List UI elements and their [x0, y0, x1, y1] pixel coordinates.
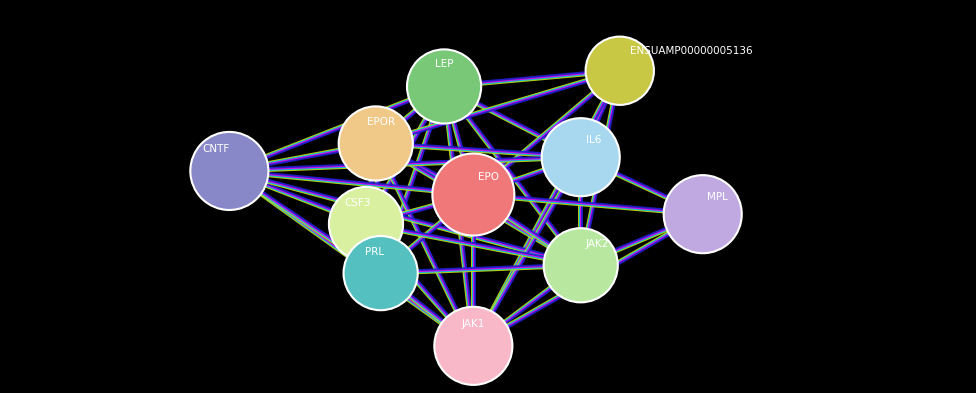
Text: MPL: MPL	[707, 192, 727, 202]
Ellipse shape	[664, 175, 742, 253]
Ellipse shape	[329, 187, 403, 261]
Text: ENSUAMP00000005136: ENSUAMP00000005136	[630, 46, 752, 56]
Text: CSF3: CSF3	[345, 198, 371, 208]
Ellipse shape	[407, 50, 481, 123]
Ellipse shape	[434, 307, 512, 385]
Ellipse shape	[586, 37, 654, 105]
Text: LEP: LEP	[435, 59, 453, 69]
Ellipse shape	[339, 107, 413, 180]
Text: JAK1: JAK1	[462, 319, 485, 329]
Text: IL6: IL6	[586, 135, 601, 145]
Ellipse shape	[544, 228, 618, 302]
Ellipse shape	[432, 154, 514, 235]
Text: EPOR: EPOR	[367, 117, 394, 127]
Ellipse shape	[190, 132, 268, 210]
Text: JAK2: JAK2	[586, 239, 609, 249]
Text: PRL: PRL	[365, 247, 385, 257]
Ellipse shape	[542, 118, 620, 196]
Ellipse shape	[344, 236, 418, 310]
Text: CNTF: CNTF	[202, 144, 229, 154]
Text: EPO: EPO	[478, 172, 500, 182]
